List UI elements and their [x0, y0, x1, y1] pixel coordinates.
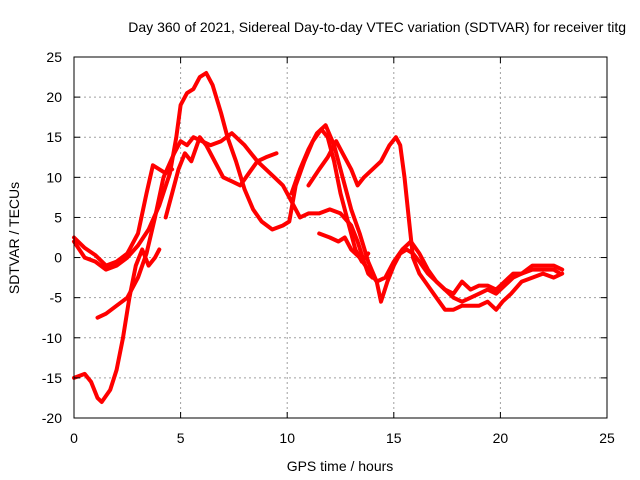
- plot-frame: [73, 56, 608, 419]
- series-arc8: [317, 231, 565, 304]
- y-tick-label: 15: [46, 129, 62, 145]
- chart-title: Day 360 of 2021, Sidereal Day-to-day VTE…: [128, 19, 626, 35]
- y-tick-label: 5: [54, 209, 62, 225]
- series-arc5: [163, 135, 279, 220]
- x-tick-label: 0: [70, 430, 78, 446]
- y-tick-label: -15: [42, 370, 62, 386]
- series-arc7: [306, 135, 565, 312]
- x-tick-label: 10: [279, 430, 295, 446]
- y-tick-label: -20: [42, 410, 62, 426]
- series-arc2: [72, 247, 162, 404]
- y-tick-label: 0: [54, 250, 62, 266]
- series-arc4: [72, 71, 371, 272]
- y-tick-label: -5: [50, 290, 63, 306]
- axis-ticks: 0 5 10 15 20 25 -20 -15 -10 -5 0 5 10 15 20 25: [42, 49, 615, 446]
- x-tick-label: 25: [599, 430, 615, 446]
- grid: [74, 57, 607, 418]
- series-arc3: [95, 131, 375, 320]
- y-axis-label: SDTVAR / TECUs: [6, 182, 22, 294]
- y-tick-label: 20: [46, 89, 62, 105]
- y-tick-label: 10: [46, 169, 62, 185]
- y-tick-label: 25: [46, 49, 62, 65]
- data-series: [72, 71, 565, 404]
- x-tick-label: 5: [177, 430, 185, 446]
- y-tick-label: -10: [42, 330, 62, 346]
- series-arc6: [289, 123, 563, 296]
- x-tick-label: 15: [386, 430, 402, 446]
- x-tick-label: 20: [493, 430, 509, 446]
- series-arc1: [72, 163, 175, 268]
- x-axis-label: GPS time / hours: [287, 458, 394, 474]
